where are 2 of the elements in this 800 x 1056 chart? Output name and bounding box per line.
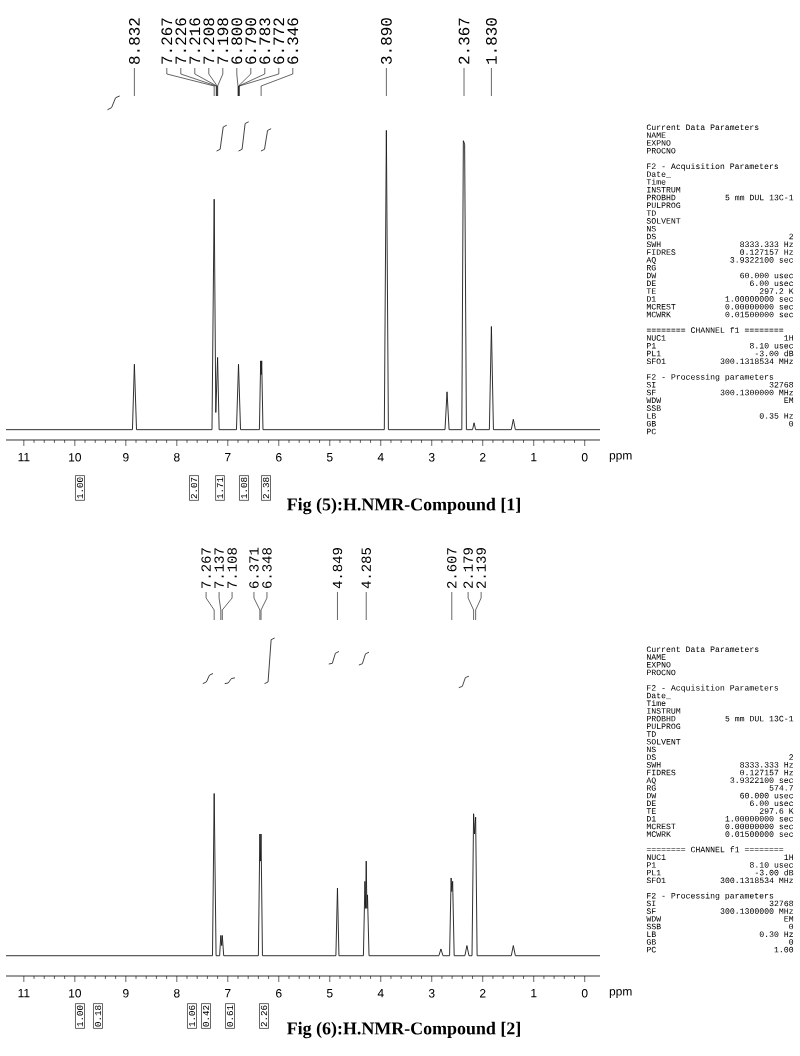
text: Fig (5):H.NMR-Compound [1]	[287, 497, 520, 515]
text: Fig (6):H.NMR-Compound [2]	[287, 1021, 520, 1039]
